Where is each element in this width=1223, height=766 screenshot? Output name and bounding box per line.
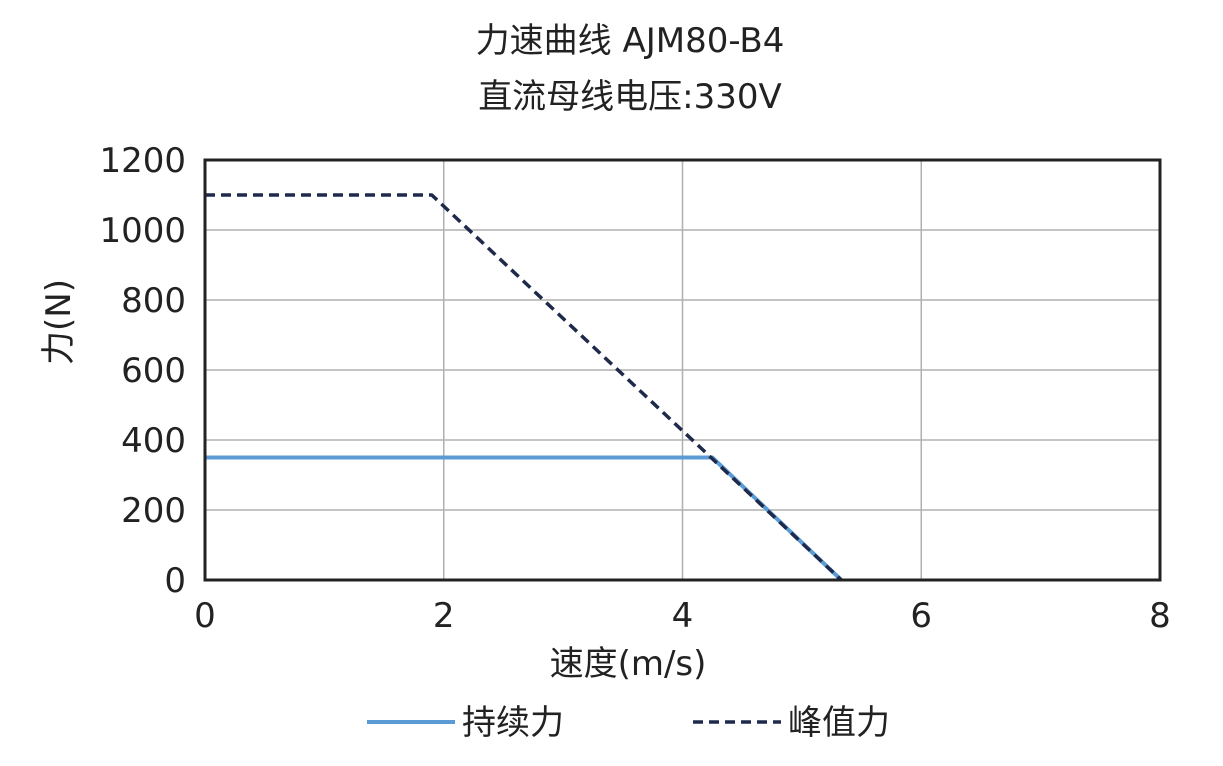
legend: 持续力 峰值力 xyxy=(367,703,890,743)
y-tick-label: 400 xyxy=(121,421,186,461)
legend-label-1: 峰值力 xyxy=(788,703,890,743)
y-tick-labels: 0 200 400 600 800 1000 1200 xyxy=(99,141,186,601)
x-tick-label: 8 xyxy=(1149,596,1171,636)
series-line-0 xyxy=(205,455,843,582)
grid-lines xyxy=(204,159,1161,581)
x-tick-label: 4 xyxy=(672,596,694,636)
y-tick-label: 0 xyxy=(164,561,186,601)
chart-subtitle: 直流母线电压:330V xyxy=(478,77,782,117)
series-line-1 xyxy=(205,193,843,582)
y-tick-label: 600 xyxy=(121,351,186,391)
series-layer xyxy=(204,193,843,582)
x-tick-label: 0 xyxy=(194,596,216,636)
plot-frame xyxy=(203,158,1162,582)
x-tick-label: 6 xyxy=(910,596,932,636)
x-axis-label: 速度(m/s) xyxy=(550,644,707,684)
x-tick-labels: 0 2 4 6 8 xyxy=(194,596,1171,636)
y-tick-label: 1000 xyxy=(99,211,186,251)
x-tick-label: 2 xyxy=(433,596,455,636)
y-tick-label: 200 xyxy=(121,491,186,531)
y-axis-label: 力(N) xyxy=(39,279,79,365)
y-tick-label: 800 xyxy=(121,281,186,321)
chart-title: 力速曲线 AJM80-B4 xyxy=(476,21,785,61)
legend-label-0: 持续力 xyxy=(462,703,564,743)
y-tick-label: 1200 xyxy=(99,141,186,181)
